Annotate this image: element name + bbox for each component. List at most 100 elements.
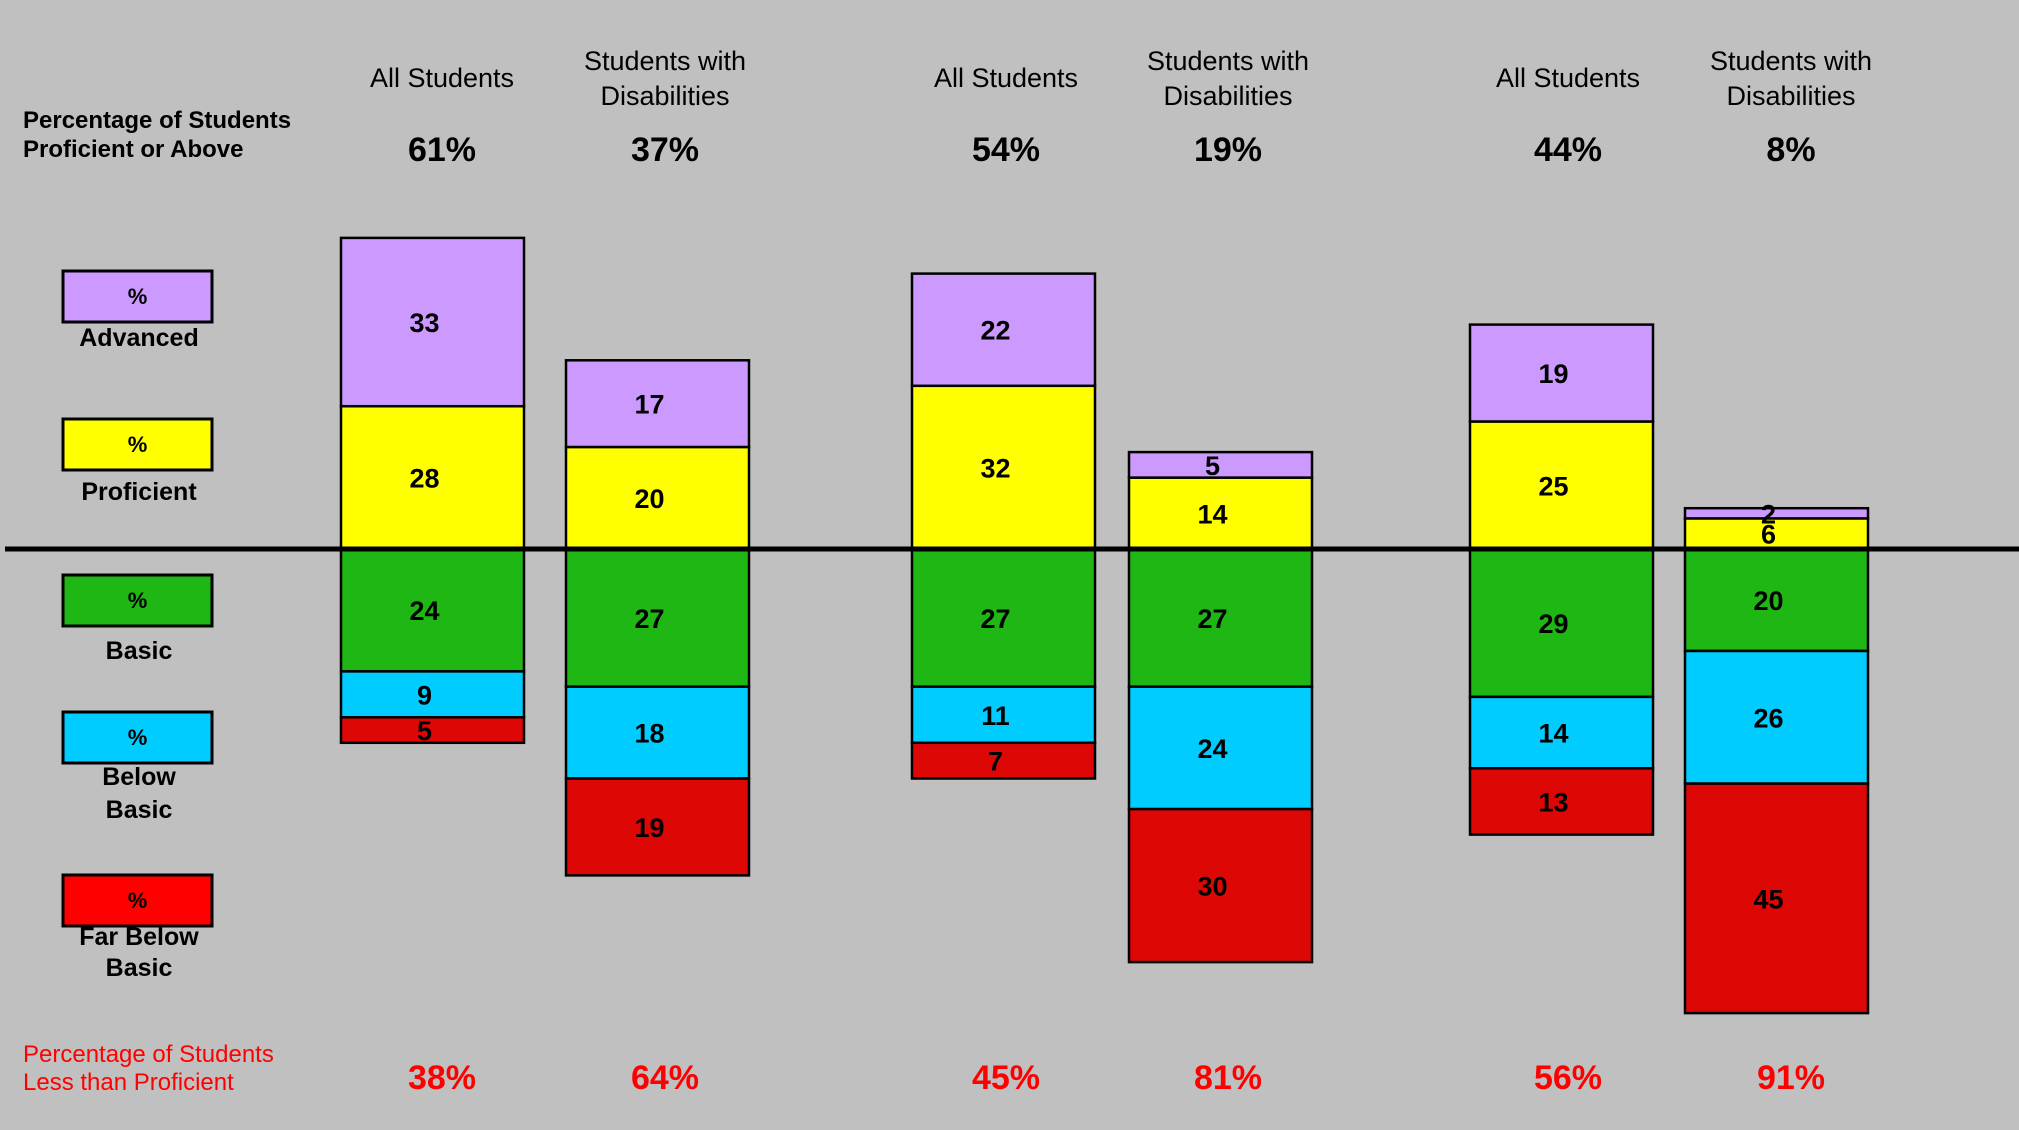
- bars: 28 33 24 9 5 20 17 27 18 19 32 22 27 11 7 14 5 27 24 30 25 19…: [339, 236, 1870, 1015]
- category-label: All Students: [370, 63, 514, 93]
- bar-segment-below-basic: [339, 670, 526, 719]
- bar-segment-advanced: [564, 359, 751, 449]
- bar-value-label: 19: [1538, 359, 1568, 389]
- bar-value-label: 2: [1761, 499, 1776, 529]
- legend-swatch: [61, 710, 214, 765]
- less-than-proficient-percentage: 91%: [1757, 1059, 1825, 1097]
- bar-value-label: 5: [417, 716, 432, 746]
- bar-value-label: 20: [1753, 586, 1783, 616]
- category-label: Students with: [1147, 46, 1309, 76]
- legend-label: Proficient: [81, 478, 197, 506]
- bar-value-label: 14: [1197, 499, 1227, 529]
- category-label: All Students: [1496, 63, 1640, 93]
- bar-value-label: 27: [1197, 604, 1227, 634]
- bar-value-label: 27: [634, 604, 664, 634]
- legend-symbol: %: [128, 888, 148, 913]
- bar-value-label: 20: [634, 484, 664, 514]
- proficient-percentage: 37%: [631, 131, 699, 169]
- less-label-line2: Less than Proficient: [23, 1069, 234, 1096]
- bar-segment-proficient: [1683, 517, 1870, 551]
- legend-label: Basic: [106, 637, 173, 665]
- bar-segment-basic: [910, 547, 1097, 688]
- legend-label: Basic: [106, 796, 173, 824]
- bar-value-label: 45: [1753, 884, 1783, 914]
- bar-segment-far-below-basic: [1683, 782, 1870, 1015]
- bar-value-label: 13: [1538, 787, 1568, 817]
- less-than-proficient-percentage: 45%: [972, 1059, 1040, 1097]
- legend-swatch: [61, 873, 214, 928]
- bar-value-label: 28: [409, 464, 439, 494]
- bar-value-label: 18: [634, 719, 664, 749]
- bar-segment-proficient: [339, 404, 526, 551]
- proficient-percentage: 8%: [1766, 131, 1815, 169]
- proficient-percentage: 61%: [408, 131, 476, 169]
- category-label: Students with: [584, 46, 746, 76]
- category-label: Disabilities: [1163, 81, 1292, 111]
- bar-segment-advanced: [1468, 323, 1655, 423]
- bar-segment-far-below-basic: [564, 777, 751, 877]
- proficient-label-line2: Proficient or Above: [23, 136, 243, 163]
- bar-segment-below-basic: [1468, 695, 1655, 770]
- category-label: Students with: [1710, 46, 1872, 76]
- bar-value-label: 17: [634, 390, 664, 420]
- proficient-percentage: 19%: [1194, 131, 1262, 169]
- legend-label: Basic: [106, 954, 173, 982]
- bar-value-label: 11: [981, 701, 1010, 731]
- category-label: Disabilities: [1726, 81, 1855, 111]
- bar-segment-proficient: [910, 384, 1097, 551]
- legend: % Advanced% Proficient% Basic% Below Basic% Fa…: [61, 269, 214, 982]
- bar-segment-basic: [1468, 547, 1655, 699]
- bar-value-label: 26: [1753, 703, 1783, 733]
- bar-segment-basic: [339, 547, 526, 673]
- proficient-percentage: 44%: [1534, 131, 1602, 169]
- proficient-label-line1: Percentage of Students: [23, 107, 291, 134]
- bar-value-label: 6: [1761, 520, 1776, 550]
- bar-segment-below-basic: [1127, 685, 1314, 811]
- bar-segment-far-below-basic: [1468, 767, 1655, 836]
- bar-value-label: 32: [980, 453, 1010, 483]
- percentages: 61% 38% 37% 64% 54% 45% 19% 81% 44% 56% 8% 91%: [408, 131, 1825, 1097]
- less-label-line1: Percentage of Students: [23, 1041, 274, 1068]
- column-headers: All Students Students with Disabilities All…: [370, 46, 1872, 111]
- bar-segment-far-below-basic: [339, 716, 526, 745]
- legend-swatch: [61, 269, 214, 324]
- bar-segment-far-below-basic: [1127, 807, 1314, 964]
- legend-symbol: %: [128, 432, 148, 457]
- bar-value-label: 14: [1538, 719, 1568, 749]
- legend-symbol: %: [128, 725, 148, 750]
- bar-segment-proficient: [1468, 420, 1655, 551]
- bar-value-label: 24: [409, 596, 439, 626]
- proficient-percentage: 54%: [972, 131, 1040, 169]
- bar-value-label: 19: [634, 813, 664, 843]
- bar-segment-advanced: [1683, 506, 1870, 520]
- legend-symbol: %: [128, 284, 148, 309]
- less-than-proficient-percentage: 56%: [1534, 1059, 1602, 1097]
- bar-value-label: 5: [1205, 451, 1220, 481]
- category-label: Disabilities: [600, 81, 729, 111]
- less-than-proficient-percentage: 81%: [1194, 1059, 1262, 1097]
- less-than-proficient-percentage: 38%: [408, 1059, 476, 1097]
- legend-swatch: [61, 573, 214, 628]
- legend-label: Below: [102, 763, 176, 791]
- bar-segment-advanced: [1127, 450, 1314, 479]
- legend-label: Far Below: [79, 923, 199, 951]
- bar-value-label: 33: [409, 308, 439, 338]
- less-than-proficient-percentage: 64%: [631, 1059, 699, 1097]
- bar-value-label: 22: [980, 316, 1010, 346]
- category-label: All Students: [934, 63, 1078, 93]
- legend-label: Advanced: [79, 324, 198, 352]
- legend-symbol: %: [128, 588, 148, 613]
- bar-value-label: 30: [1197, 872, 1227, 902]
- bar-segment-advanced: [910, 272, 1097, 388]
- bar-segment-below-basic: [564, 685, 751, 780]
- bar-value-label: 9: [417, 680, 432, 710]
- bar-value-label: 7: [988, 747, 1003, 777]
- bar-value-label: 25: [1538, 471, 1568, 501]
- legend-swatch: [61, 417, 214, 472]
- bar-segment-far-below-basic: [910, 741, 1097, 780]
- bar-value-label: 24: [1197, 734, 1227, 764]
- bar-segment-advanced: [339, 236, 526, 408]
- bar-value-label: 27: [980, 604, 1010, 634]
